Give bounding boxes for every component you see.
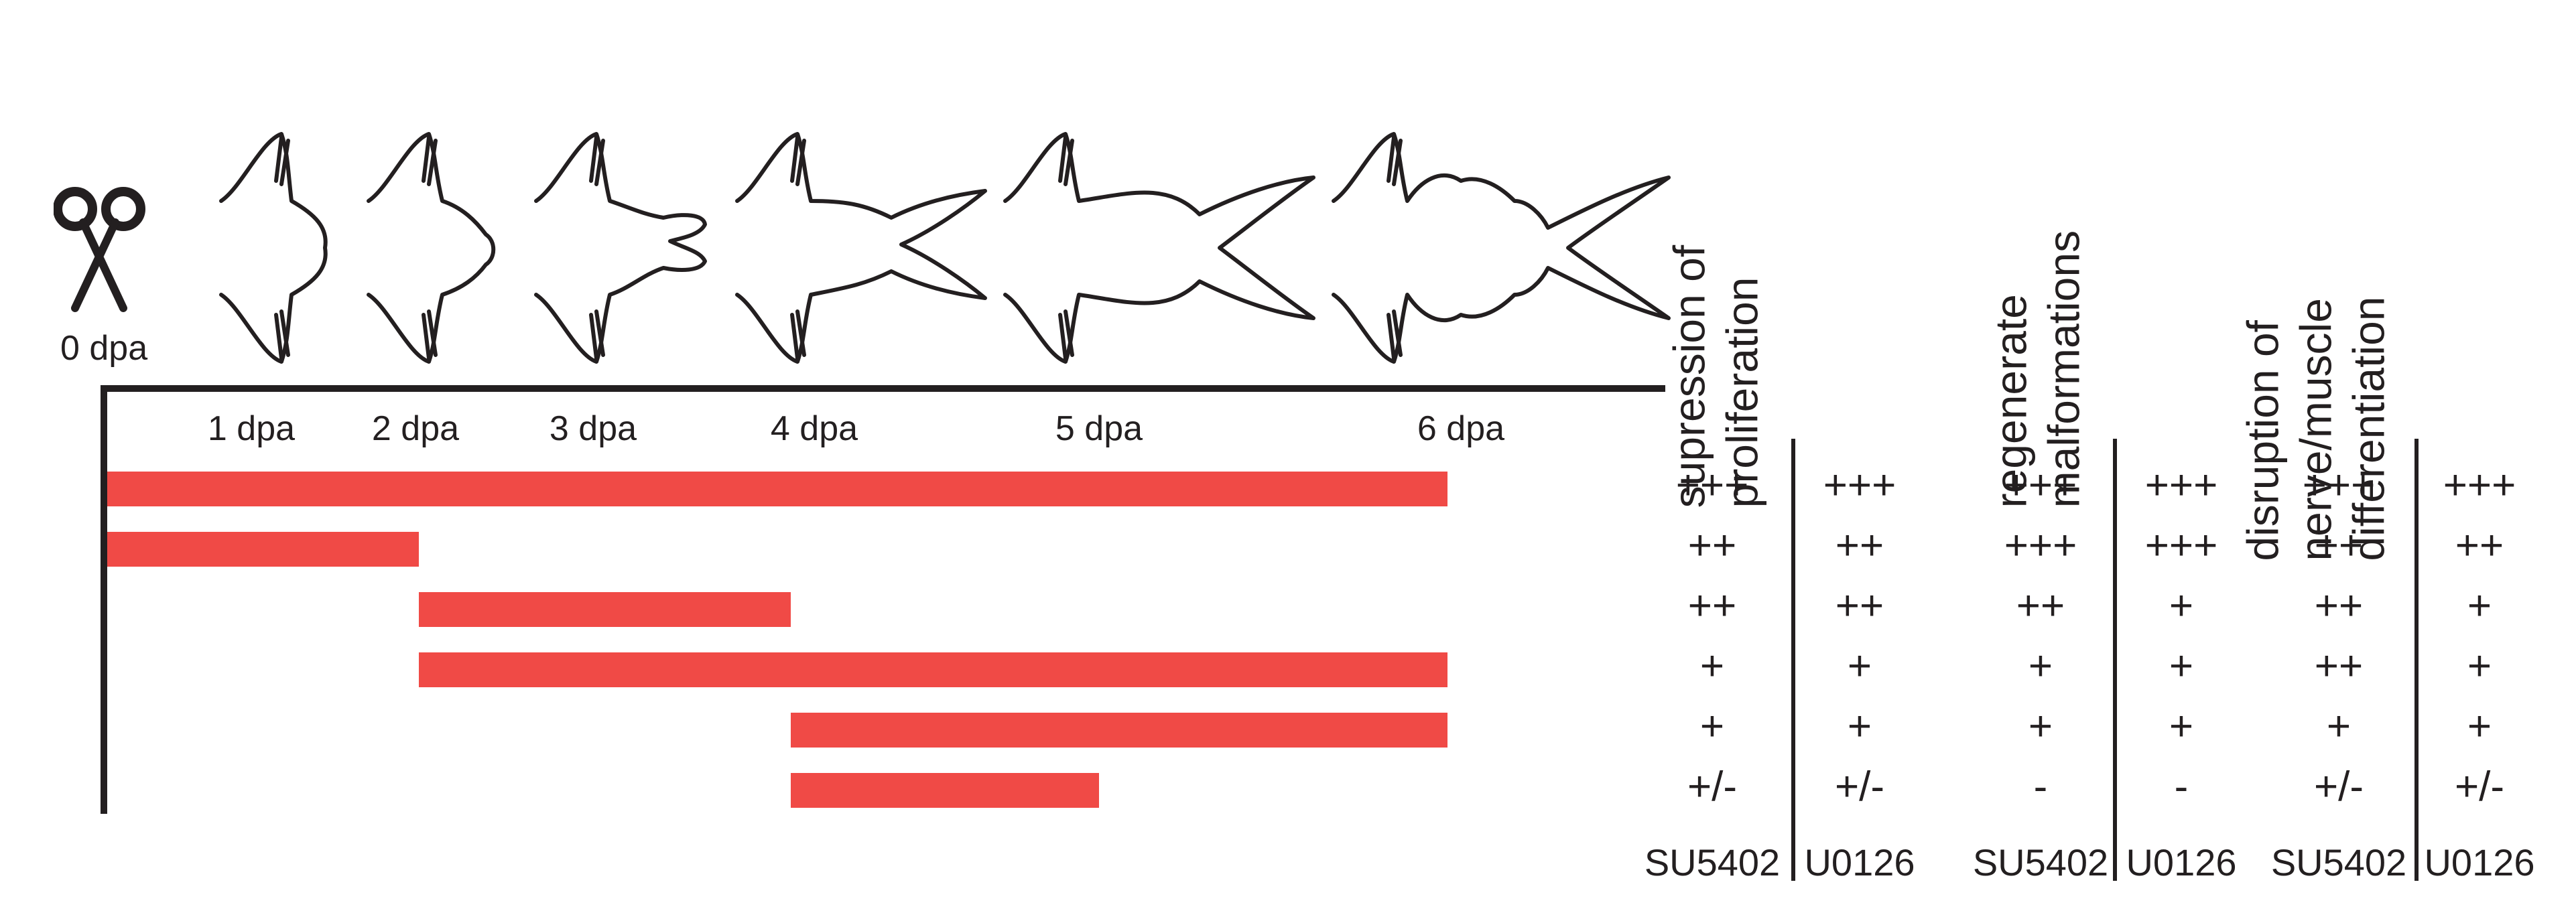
time-axis xyxy=(101,385,1665,392)
column-divider xyxy=(2113,439,2117,881)
score-cell: +++ xyxy=(2302,462,2376,508)
drug-label: U0126 xyxy=(1804,841,1915,883)
stage-label: 2 dpa xyxy=(371,409,460,448)
score-cell: +/- xyxy=(2454,764,2505,810)
heading-disruption-of-nerve-muscle-differentiation: disruption of nerve/muscle differentiati… xyxy=(2236,296,2396,561)
score-cell: ++ xyxy=(2314,643,2364,689)
score-cell: +++ xyxy=(2144,522,2218,569)
score-cell: + xyxy=(2467,643,2492,689)
heading-line: differentiation xyxy=(2343,296,2394,561)
score-cell: + xyxy=(2169,583,2194,629)
column-divider xyxy=(1791,439,1795,881)
drug-label: U0126 xyxy=(2424,841,2535,883)
score-cell: ++ xyxy=(1687,522,1737,569)
score-cell: + xyxy=(2169,643,2194,689)
stage-label: 1 dpa xyxy=(207,409,296,448)
score-cell: +++ xyxy=(1675,462,1749,508)
drug-label: SU5402 xyxy=(1644,841,1781,883)
scissors-icon xyxy=(54,187,145,312)
treatment-bar xyxy=(791,773,1099,808)
limb-bud-5dpa-icon xyxy=(1003,132,1315,364)
limb-bud-3dpa-icon xyxy=(534,132,707,364)
score-cell: + xyxy=(1699,703,1725,750)
score-cell: +++ xyxy=(2443,462,2516,508)
score-cell: +++ xyxy=(2004,522,2077,569)
score-cell: ++ xyxy=(2314,583,2364,629)
drug-label: U0126 xyxy=(2126,841,2237,883)
score-cell: + xyxy=(2028,703,2053,750)
score-cell: + xyxy=(2028,643,2053,689)
column-divider xyxy=(2414,439,2419,881)
origin-label: 0 dpa xyxy=(60,329,148,368)
stage-label: 4 dpa xyxy=(770,409,858,448)
score-cell: + xyxy=(1847,643,1872,689)
score-cell: ++ xyxy=(2455,522,2504,569)
score-cell: +++ xyxy=(2144,462,2218,508)
score-cell: + xyxy=(2467,703,2492,750)
stage-label: 5 dpa xyxy=(1055,409,1143,448)
score-cell: ++ xyxy=(2314,522,2364,569)
drug-label: SU5402 xyxy=(1972,841,2109,883)
heading-line: disruption of xyxy=(2238,320,2288,561)
score-cell: +/- xyxy=(1687,764,1738,810)
limb-bud-6dpa-icon xyxy=(1332,132,1671,364)
heading-line: nerve/muscle xyxy=(2291,298,2341,561)
score-cell: ++ xyxy=(1835,583,1884,629)
score-cell: + xyxy=(1699,643,1725,689)
score-cell: +++ xyxy=(2004,462,2077,508)
limb-bud-4dpa-icon xyxy=(735,132,987,364)
stage-label: 3 dpa xyxy=(549,409,637,448)
score-cell: +/- xyxy=(2313,764,2364,810)
score-cell: + xyxy=(1847,703,1872,750)
score-cell: +++ xyxy=(1823,462,1896,508)
score-cell: ++ xyxy=(1835,522,1884,569)
stage-label: 6 dpa xyxy=(1417,409,1505,448)
score-cell: ++ xyxy=(2016,583,2065,629)
treatment-bar xyxy=(419,652,1447,687)
score-cell: - xyxy=(2174,764,2189,810)
score-cell: + xyxy=(2326,703,2352,750)
treatment-bar xyxy=(419,592,791,627)
score-cell: + xyxy=(2169,703,2194,750)
score-cell: + xyxy=(2467,583,2492,629)
limb-bud-2dpa-icon xyxy=(367,132,496,364)
treatment-bar xyxy=(791,713,1447,748)
treatment-bar xyxy=(107,532,419,567)
score-cell: ++ xyxy=(1687,583,1737,629)
treatment-bar xyxy=(107,472,1447,506)
score-cell: +/- xyxy=(1834,764,1885,810)
treatment-axis xyxy=(101,385,107,814)
score-cell: - xyxy=(2033,764,2048,810)
drug-label: SU5402 xyxy=(2270,841,2407,883)
limb-bud-1dpa-icon xyxy=(219,132,328,364)
